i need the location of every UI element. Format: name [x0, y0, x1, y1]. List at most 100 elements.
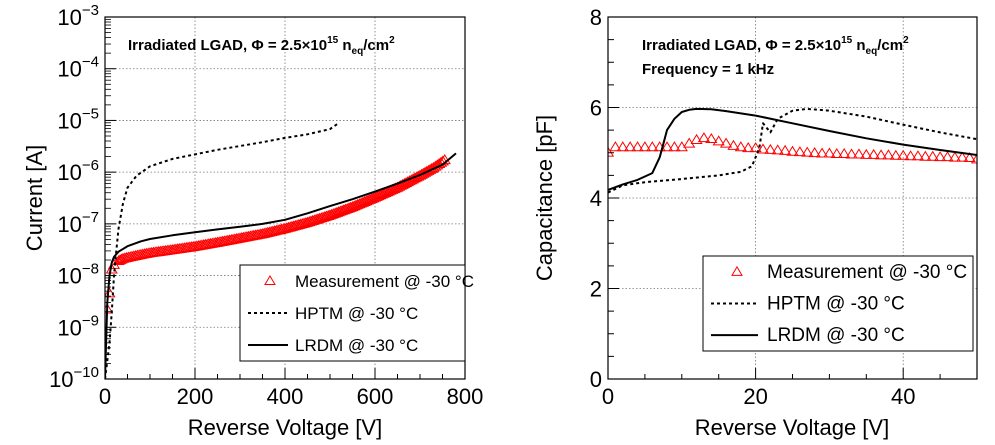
data-point-triangle	[801, 146, 814, 157]
data-point-triangle	[897, 149, 910, 160]
y-tick-base: 10	[57, 57, 81, 82]
data-point-triangle	[646, 141, 659, 152]
annotation-tail: /cm	[363, 37, 389, 54]
y-tick-label: 10−4	[57, 54, 99, 82]
data-point-triangle	[697, 132, 711, 143]
data-point-triangle	[860, 148, 873, 159]
y-tick-exponent: −3	[82, 2, 99, 19]
data-point-triangle	[779, 144, 792, 155]
y-tick-label: 10−9	[57, 312, 99, 340]
data-point-triangle	[675, 141, 688, 152]
x-tick-label: 0	[99, 384, 111, 409]
annotation-frequency: Frequency = 1 kHz	[642, 61, 774, 78]
data-point-triangle	[705, 133, 718, 144]
x-tick-label: 600	[357, 384, 394, 409]
legend-marker-triangle	[264, 275, 276, 285]
x-tick-label: 40	[891, 384, 915, 409]
annotation-fluence: Irradiated LGAD, Φ = 2.5×1015 neq/cm2	[128, 35, 395, 57]
data-point-triangle	[845, 148, 858, 159]
data-point-triangle	[712, 135, 725, 146]
data-point-triangle	[823, 147, 836, 158]
data-point-triangle	[830, 147, 843, 158]
y-tick-base: 10	[57, 108, 81, 133]
y-tick-base: 10	[57, 315, 81, 340]
y-tick-exponent: −4	[82, 54, 99, 71]
data-point-triangle	[970, 153, 977, 164]
data-point-triangle	[638, 141, 651, 152]
legend-entry: Measurement @ -30 °C	[731, 262, 967, 283]
x-tick-label: 800	[447, 384, 484, 409]
y-tick-label: 10−5	[57, 105, 99, 133]
data-point-triangle	[874, 149, 888, 160]
y-tick-label: 8	[590, 5, 602, 30]
data-point-triangle	[934, 151, 947, 162]
x-axis-title: Reverse Voltage [V]	[188, 415, 382, 440]
legend-label: HPTM @ -30 °C	[767, 294, 905, 315]
y-tick-label: 2	[590, 277, 602, 302]
series-line-hptm	[608, 107, 977, 194]
x-tick-label: 0	[602, 384, 614, 409]
y-tick-exponent: −7	[82, 209, 99, 226]
data-point-triangle	[882, 149, 895, 160]
annotation-after: n	[852, 37, 865, 54]
x-tick-label: 400	[267, 384, 304, 409]
data-point-triangle	[734, 141, 747, 152]
y-tick-label: 6	[590, 96, 602, 121]
legend-label: Measurement @ -30 °C	[295, 272, 474, 291]
data-point-triangle	[742, 142, 755, 153]
legend: Measurement @ -30 °C HPTM @ -30 °C LRDM @ …	[239, 264, 474, 362]
data-point-triangle	[793, 146, 806, 157]
data-point-triangle	[668, 141, 681, 152]
annotation-fluence: Irradiated LGAD, Φ = 2.5×1015 neq/cm2	[642, 35, 909, 57]
data-point-triangle	[941, 151, 954, 162]
data-point-triangle	[624, 141, 637, 152]
iv-panel: 0 200 400 600 80010−1010−910−810−710−610−510…	[22, 2, 483, 440]
cv-panel: 0 20 40 0 2 4 6 8 Reverse Voltage [V] Capacitan…	[532, 5, 978, 440]
y-axis-title: Current [A]	[22, 145, 47, 251]
legend-label: Measurement @ -30 °C	[767, 262, 967, 283]
annotation-sup: 15	[841, 35, 853, 46]
data-point-triangle	[852, 148, 866, 159]
data-point-triangle	[919, 150, 932, 161]
y-tick-label: 10−6	[57, 157, 99, 185]
x-tick-label: 20	[743, 384, 767, 409]
y-tick-exponent: −6	[82, 157, 99, 174]
axis-ticks	[607, 16, 978, 380]
annotation-sup2: 2	[903, 35, 909, 46]
annotation-after: n	[338, 37, 351, 54]
data-point-triangle	[956, 151, 969, 162]
y-tick-exponent: −9	[82, 312, 99, 329]
y-tick-exponent: −10	[74, 364, 99, 381]
data-point-triangle	[609, 141, 622, 152]
annotation-tail: /cm	[877, 37, 903, 54]
x-tick-label: 200	[177, 384, 214, 409]
legend-entry: LRDM @ -30 °C	[248, 336, 418, 355]
data-point-triangle	[616, 141, 629, 152]
y-tick-base: 10	[57, 212, 81, 237]
y-tick-label: 0	[590, 367, 602, 392]
legend-entry: Measurement @ -30 °C	[264, 272, 474, 291]
data-point-triangle	[764, 143, 777, 154]
y-tick-label: 10−8	[57, 261, 99, 289]
annotation-sup2: 2	[389, 35, 395, 46]
data-point-triangle	[904, 150, 917, 161]
axis-ticks	[104, 16, 466, 380]
data-point-triangle	[948, 151, 961, 162]
y-tick-label: 4	[590, 186, 602, 211]
data-point-triangle	[727, 139, 740, 150]
y-tick-label: 10−3	[57, 2, 99, 30]
data-point-triangle	[867, 148, 880, 159]
series-group	[608, 107, 977, 194]
data-point-triangle	[786, 145, 799, 156]
legend-box	[239, 264, 466, 362]
data-point-triangle	[911, 150, 925, 161]
y-axis-title: Capacitance [pF]	[532, 115, 557, 281]
y-tick-base: 10	[57, 160, 81, 185]
y-tick-exponent: −5	[82, 105, 99, 122]
annotation-text: Irradiated LGAD, Φ = 2.5×10	[128, 37, 327, 54]
legend-entry: LRDM @ -30 °C	[711, 325, 905, 346]
data-point-triangle	[889, 149, 902, 160]
data-point-triangle	[756, 143, 770, 154]
tick-labels: 0 20 40 0 2 4 6 8	[590, 5, 916, 409]
